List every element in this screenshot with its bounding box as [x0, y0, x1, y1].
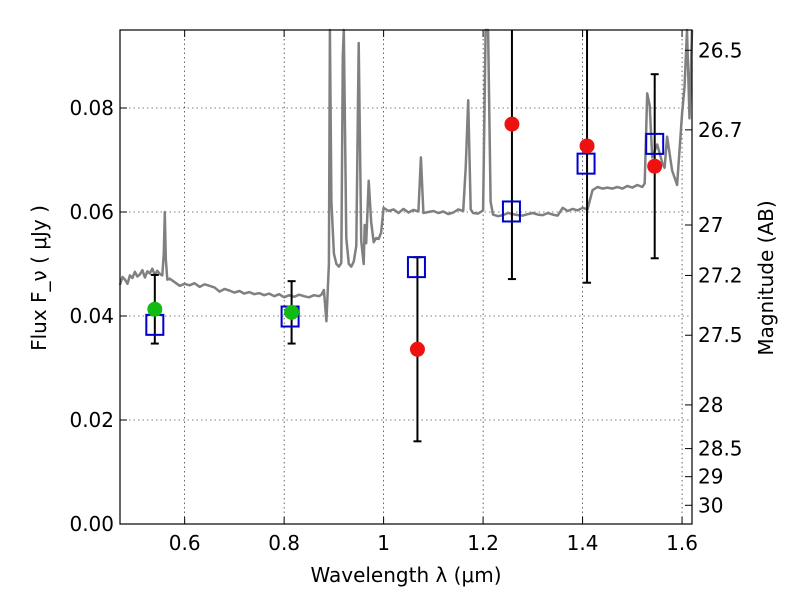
right-tick-label: 28.5	[698, 437, 743, 461]
measured-flux-point	[409, 341, 425, 357]
error-bars	[150, 30, 659, 443]
x-tick-label: 1.6	[666, 531, 698, 555]
y-tick-label: 0.00	[69, 512, 114, 536]
measured-flux-point	[147, 301, 163, 317]
y-tick-label: 0.08	[69, 96, 114, 120]
right-tick-label: 26.5	[698, 38, 743, 62]
grid-lines	[120, 30, 692, 525]
right-tick-label: 27	[698, 213, 723, 237]
y-tick-label: 0.04	[69, 304, 114, 328]
right-tick-label: 27.2	[698, 263, 743, 287]
x-tick-label: 1	[377, 531, 390, 555]
plot-frame	[119, 29, 693, 525]
x-tick-label: 0.8	[268, 531, 300, 555]
data-markers	[145, 116, 665, 357]
x-tick-label: 1.4	[567, 531, 599, 555]
measured-flux-point	[284, 304, 300, 320]
y-tick-label: 0.06	[69, 200, 114, 224]
measured-flux-point	[504, 116, 520, 132]
model-photometry-square	[406, 256, 426, 279]
right-tick-label: 28	[698, 393, 723, 417]
model-photometry-square	[645, 132, 665, 155]
x-tick-label: 0.6	[169, 531, 201, 555]
right-tick-label: 29	[698, 465, 723, 489]
x-tick-label: 1.2	[467, 531, 499, 555]
model-spectrum-line	[118, 28, 694, 323]
x-axis-label: Wavelength λ (μm)	[310, 563, 501, 587]
y-tick-label: 0.02	[69, 408, 114, 432]
right-tick-label: 27.5	[698, 323, 743, 347]
right-tick-label: 30	[698, 493, 723, 517]
y-axis-label: Flux F_ν ( μJy )	[27, 205, 51, 351]
model-photometry-square	[576, 152, 596, 175]
axis-ticks	[120, 30, 692, 525]
measured-flux-point	[647, 158, 663, 174]
model-photometry-square	[501, 200, 521, 223]
tick-labels: 0.6 0.8 1 1.2 1.4 1.6 0.00 0.02 0.04 0.06 0.08 26.5…	[69, 38, 742, 555]
right-axis-label: Magnitude (AB)	[754, 200, 778, 355]
right-tick-label: 26.7	[698, 118, 743, 142]
measured-flux-point	[579, 138, 595, 154]
